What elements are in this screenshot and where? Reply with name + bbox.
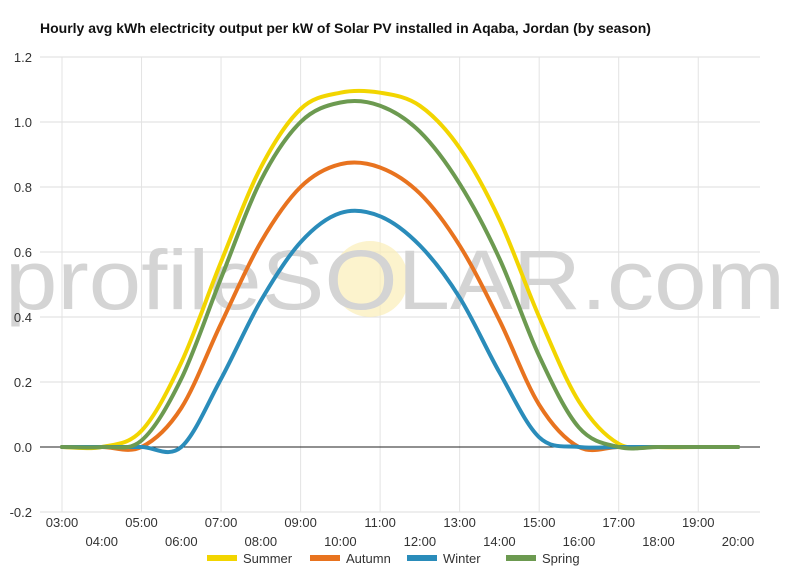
x-tick-label: 05:00	[125, 515, 158, 530]
legend: Summer Autumn Winter Spring	[207, 551, 580, 566]
watermark-sun-icon	[332, 241, 408, 317]
x-tick-label: 20:00	[722, 534, 755, 549]
x-tick-label: 11:00	[364, 515, 396, 530]
legend-label-spring: Spring	[542, 551, 580, 566]
x-tick-label: 10:00	[324, 534, 357, 549]
y-tick-label: -0.2	[10, 505, 32, 520]
x-tick-label: 04:00	[85, 534, 118, 549]
legend-swatch-autumn	[310, 555, 340, 561]
axes: -0.2 0.0 0.2 0.4 0.6 0.8 1.0 1.2 03:00 04:00 05:00…	[10, 50, 760, 549]
chart-title: Hourly avg kWh electricity output per kW…	[40, 20, 651, 36]
legend-label-winter: Winter	[443, 551, 481, 566]
legend-swatch-summer	[207, 555, 237, 561]
y-tick-label: 0.2	[14, 375, 32, 390]
x-tick-label: 18:00	[642, 534, 675, 549]
watermark: profileSOLAR.com	[5, 233, 785, 327]
x-tick-label: 19:00	[682, 515, 715, 530]
x-tick-label: 15:00	[523, 515, 556, 530]
y-tick-label: 0.4	[14, 310, 32, 325]
series-line-summer	[60, 88, 740, 451]
legend-swatch-winter	[407, 555, 437, 561]
series-lines	[60, 88, 740, 455]
legend-label-summer: Summer	[243, 551, 293, 566]
x-tick-label: 08:00	[245, 534, 278, 549]
x-tick-label: 17:00	[602, 515, 635, 530]
x-tick-label: 09:00	[284, 515, 317, 530]
legend-label-autumn: Autumn	[346, 551, 391, 566]
y-tick-label: 1.2	[14, 50, 32, 65]
x-tick-label: 03:00	[46, 515, 79, 530]
x-tick-label: 13:00	[443, 515, 476, 530]
x-tick-label: 12:00	[404, 534, 437, 549]
legend-swatch-spring	[506, 555, 536, 561]
y-tick-label: 0.8	[14, 180, 32, 195]
series-line-spring	[60, 99, 740, 451]
y-tick-label: 0.0	[14, 440, 32, 455]
x-tick-label: 16:00	[563, 534, 596, 549]
x-tick-label: 06:00	[165, 534, 198, 549]
y-tick-label: 1.0	[14, 115, 32, 130]
y-tick-label: 0.6	[14, 245, 32, 260]
watermark-text: profileSOLAR.com	[5, 233, 785, 327]
x-tick-label: 14:00	[483, 534, 516, 549]
x-tick-label: 07:00	[205, 515, 238, 530]
